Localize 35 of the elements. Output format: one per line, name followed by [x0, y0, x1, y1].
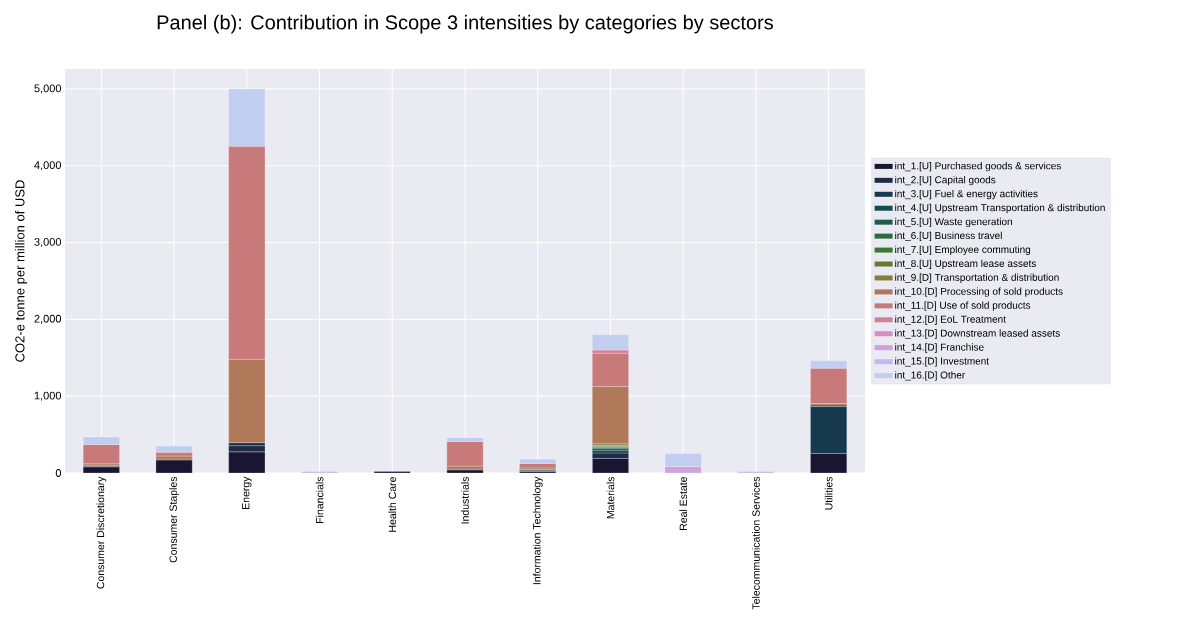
legend-label: int_14.[D] Franchise	[895, 343, 984, 353]
legend-label: int_4.[U] Upstream Transportation & distribution	[895, 203, 1105, 214]
legend-label: int_16.[D] Other	[895, 371, 966, 381]
x-tick-label: Information Technology	[532, 476, 543, 585]
legend-label: int_5.[U] Waste generation	[895, 217, 1012, 228]
x-tick-label: Consumer Staples	[169, 476, 179, 563]
x-tick-label: Financials	[315, 476, 324, 523]
y-tick-label: 1,000	[34, 391, 62, 401]
x-tick-label: Utilities	[824, 476, 833, 510]
legend-label: int_7.[U] Employee commuting	[895, 245, 1031, 256]
legend-label: int_15.[D] Investment	[895, 357, 990, 367]
legend-label: int_3.[U] Fuel & energy activities	[895, 189, 1038, 200]
legend-label: int_11.[D] Use of sold products	[895, 301, 1031, 311]
x-tick-label: Real Estate	[679, 477, 688, 530]
legend-label: int_8.[U] Upstream lease assets	[895, 259, 1036, 269]
legend-label: int_2.[U] Capital goods	[895, 175, 996, 186]
x-tick-label: Materials	[606, 476, 615, 519]
legend-label: int_12.[D] EoL Treatment	[895, 315, 1006, 325]
y-tick-label: 5,000	[34, 84, 62, 94]
chart-title: Panel (b): Contribution in Scope 3 intensities by categories by sectors	[157, 14, 774, 34]
legend-label: int_9.[D] Transportation & distribution	[895, 273, 1059, 283]
x-tick-label: Industrials	[461, 476, 469, 524]
y-tick-label: 3,000	[34, 238, 62, 248]
y-tick-label: 2,000	[34, 314, 62, 324]
y-axis-title: CO2-e tonne per million of USD	[14, 180, 28, 362]
legend-label: int_13.[D] Downstream leased assets	[895, 329, 1060, 339]
x-tick-label: Consumer Discretionary	[96, 476, 107, 589]
x-tick-label: Energy	[242, 476, 252, 509]
x-tick-label: Telecommunication Services	[752, 476, 760, 610]
legend-label: int_10.[D] Processing of sold products	[895, 287, 1063, 297]
y-tick-label: 0	[55, 469, 62, 477]
legend-label: int_6.[U] Business travel	[895, 231, 1002, 242]
legend-label: int_1.[U] Purchased goods & services	[895, 162, 1061, 172]
y-tick-label: 4,000	[34, 161, 62, 171]
x-tick-label: Health Care	[388, 477, 397, 532]
